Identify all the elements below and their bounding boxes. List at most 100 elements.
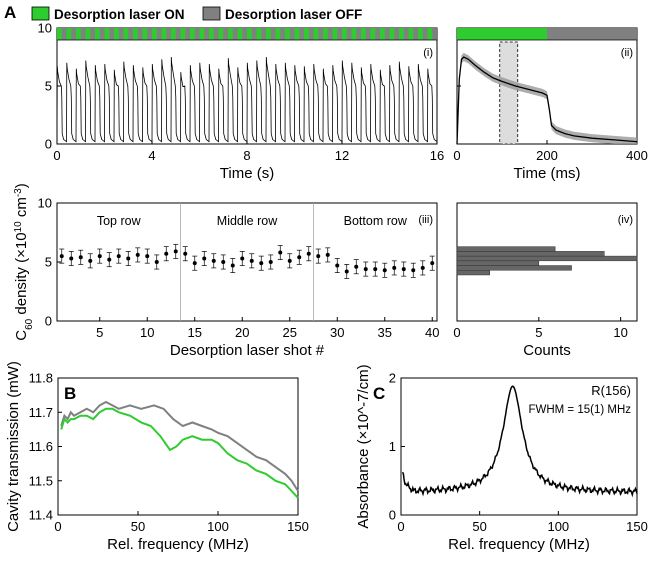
x-tick-label: 40: [425, 325, 439, 340]
x-axis-label: Time (ms): [514, 165, 581, 182]
data-point: [259, 261, 264, 266]
panel-label-a: A: [4, 3, 16, 22]
laser-on-segment: [142, 28, 148, 40]
data-point: [287, 258, 292, 263]
laser-on-segment: [370, 28, 376, 40]
x-tick-label: 16: [430, 148, 444, 163]
x-tick-label: 0: [397, 519, 404, 534]
y-tick-label: 0: [45, 314, 52, 329]
annotation-fwhm: FWHM = 15(1) MHz: [528, 404, 631, 416]
y-tick-label: 11.8: [29, 371, 53, 386]
legend-swatch-on: [31, 6, 50, 21]
x-tick-label: 0: [453, 325, 460, 340]
x-tick-label: 50: [131, 519, 145, 534]
highlight-window: [499, 41, 519, 145]
y-tick-label: 5: [45, 79, 52, 94]
data-point: [69, 256, 74, 261]
x-tick-label: 5: [535, 325, 542, 340]
y-tick-label: 11.6: [29, 439, 53, 454]
laser-strip-on: [457, 28, 547, 40]
laser-on-segment: [171, 28, 176, 40]
x-axis-label: Time (s): [220, 165, 274, 182]
y-tick-label: 10: [38, 196, 52, 211]
data-point: [211, 258, 216, 263]
data-point: [183, 251, 188, 256]
data-point: [363, 267, 368, 272]
data-point: [316, 254, 321, 259]
plot-frame: [400, 377, 638, 516]
y-tick-label: 5: [45, 255, 52, 270]
x-tick-label: 100: [207, 519, 229, 534]
histogram-bar: [456, 246, 556, 252]
data-point: [344, 269, 349, 274]
laser-on-segment: [304, 28, 309, 40]
laser-on-segment: [342, 28, 347, 40]
panel-label-b: B: [64, 384, 76, 403]
x-axis-label: Desorption laser shot #: [170, 342, 325, 359]
laser-on-segment: [228, 28, 233, 40]
chart-a-iv: 0 5 10 Counts (iv): [453, 202, 638, 359]
laser-on-segment: [275, 28, 281, 40]
histogram-bar: [456, 251, 605, 257]
subpanel-label-ii: (ii): [621, 47, 633, 59]
group-label: Top row: [97, 214, 142, 228]
laser-on-segment: [209, 28, 214, 40]
x-tick-label: 10: [140, 325, 154, 340]
laser-on-segment: [256, 28, 262, 40]
y-axis-label: Absorbance (×10^-7/cm): [355, 364, 372, 528]
legend: Desorption laser ON Desorption laser OFF: [31, 6, 362, 22]
subpanel-label-i: (i): [423, 47, 433, 59]
x-tick-label: 35: [378, 325, 392, 340]
laser-on-segment: [133, 28, 138, 40]
y-tick-label: 0: [389, 508, 396, 523]
data-point: [278, 250, 283, 255]
data-point: [164, 251, 169, 256]
x-axis-label: Rel. frequency (MHz): [448, 536, 590, 553]
laser-on-segment: [389, 28, 395, 40]
data-point: [221, 260, 226, 264]
laser-on-segment: [247, 28, 252, 40]
y-tick-label: 11.5: [29, 473, 53, 488]
x-tick-label: 25: [283, 325, 297, 340]
data-point: [59, 254, 64, 259]
data-point: [249, 258, 254, 263]
x-tick-label: 20: [235, 325, 249, 340]
laser-on-segment: [361, 28, 366, 40]
data-point: [202, 256, 207, 261]
data-point: [97, 254, 102, 259]
histogram-bar: [456, 260, 540, 266]
chart-b: 0 50 100 150 11.4 11.5 11.6 11.7 11.8 Rel. freque…: [5, 361, 309, 553]
data-point: [88, 258, 93, 263]
data-point: [401, 267, 406, 272]
laser-on-segment: [418, 28, 423, 40]
data-point: [145, 254, 150, 259]
data-point: [325, 252, 330, 257]
x-tick-label: 12: [335, 148, 349, 163]
data-point: [306, 251, 311, 256]
annotation-line: R(156): [591, 383, 631, 398]
x-tick-label: 100: [547, 519, 569, 534]
y-axis-label: Cavity transmission (mW): [5, 361, 22, 532]
laser-on-segment: [408, 28, 414, 40]
x-tick-label: 200: [536, 148, 558, 163]
data-point: [107, 257, 112, 262]
histogram-bar: [456, 255, 638, 262]
x-tick-label: 8: [243, 148, 250, 163]
x-tick-label: 0: [53, 148, 60, 163]
x-tick-label: 30: [330, 325, 344, 340]
absorbance-trace: [401, 385, 638, 498]
x-tick-label: 5: [96, 325, 103, 340]
chart-a-iii: 5 10 15 20 25 30 35 40 0 5 10 Desorption laser shot…: [38, 196, 440, 360]
data-point: [420, 265, 425, 270]
laser-on-segment: [380, 28, 385, 40]
laser-on-segment: [76, 28, 81, 40]
y-tick-label: 1: [389, 439, 396, 454]
x-tick-label: 400: [626, 148, 648, 163]
chart-c: 0 50 100 150 0 1 2 Rel. frequency (MHz) R(156) FW…: [355, 364, 648, 553]
transmission-trace: [60, 400, 299, 492]
data-point: [173, 249, 178, 254]
x-tick-label: 150: [287, 519, 309, 534]
laser-on-segment: [313, 28, 319, 40]
group-label: Bottom row: [344, 214, 408, 228]
